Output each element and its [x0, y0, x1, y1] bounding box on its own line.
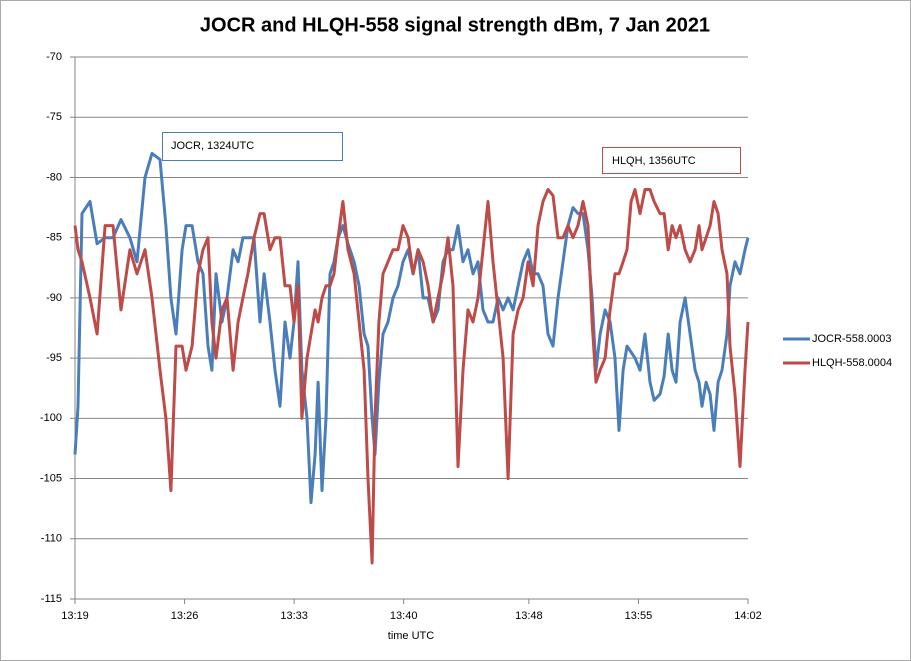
x-axis-label: time UTC	[388, 630, 435, 642]
x-tick-label: 13:48	[515, 610, 543, 622]
y-tick-label: -90	[46, 292, 62, 304]
x-tick-label: 14:02	[734, 610, 762, 622]
annotation-box	[602, 147, 741, 174]
y-tick-label: -100	[40, 412, 62, 424]
legend-label: HLQH-558.0004	[812, 357, 892, 369]
y-tick-label: -75	[46, 111, 62, 123]
y-tick-label: -80	[46, 171, 62, 183]
y-tick-label: -105	[40, 472, 62, 484]
annotation-box	[162, 132, 343, 161]
y-tick-label: -110	[41, 533, 62, 545]
x-tick-label: 13:19	[61, 610, 89, 622]
plot: -115 -110 -105 -100 -95 -90 -85 -80 -75 -70 13:19 1…	[40, 51, 892, 622]
x-tick-label: 13:33	[280, 610, 308, 622]
x-tick-label: 13:40	[390, 610, 418, 622]
legend-label: JOCR-558.0003	[812, 333, 892, 345]
chart-title: JOCR and HLQH-558 signal strength dBm, 7…	[200, 14, 710, 36]
annotation: HLQH, 1356UTC	[612, 155, 696, 167]
x-tick-label: 13:55	[625, 610, 653, 622]
y-tick-label: -70	[46, 51, 62, 63]
annotation: JOCR, 1324UTC	[171, 140, 254, 152]
y-tick-label: -85	[46, 232, 62, 244]
y-tick-label: -95	[46, 352, 62, 364]
series-line	[73, 188, 750, 565]
y-tick-label: -115	[41, 593, 62, 605]
x-tick-label: 13:26	[171, 610, 199, 622]
